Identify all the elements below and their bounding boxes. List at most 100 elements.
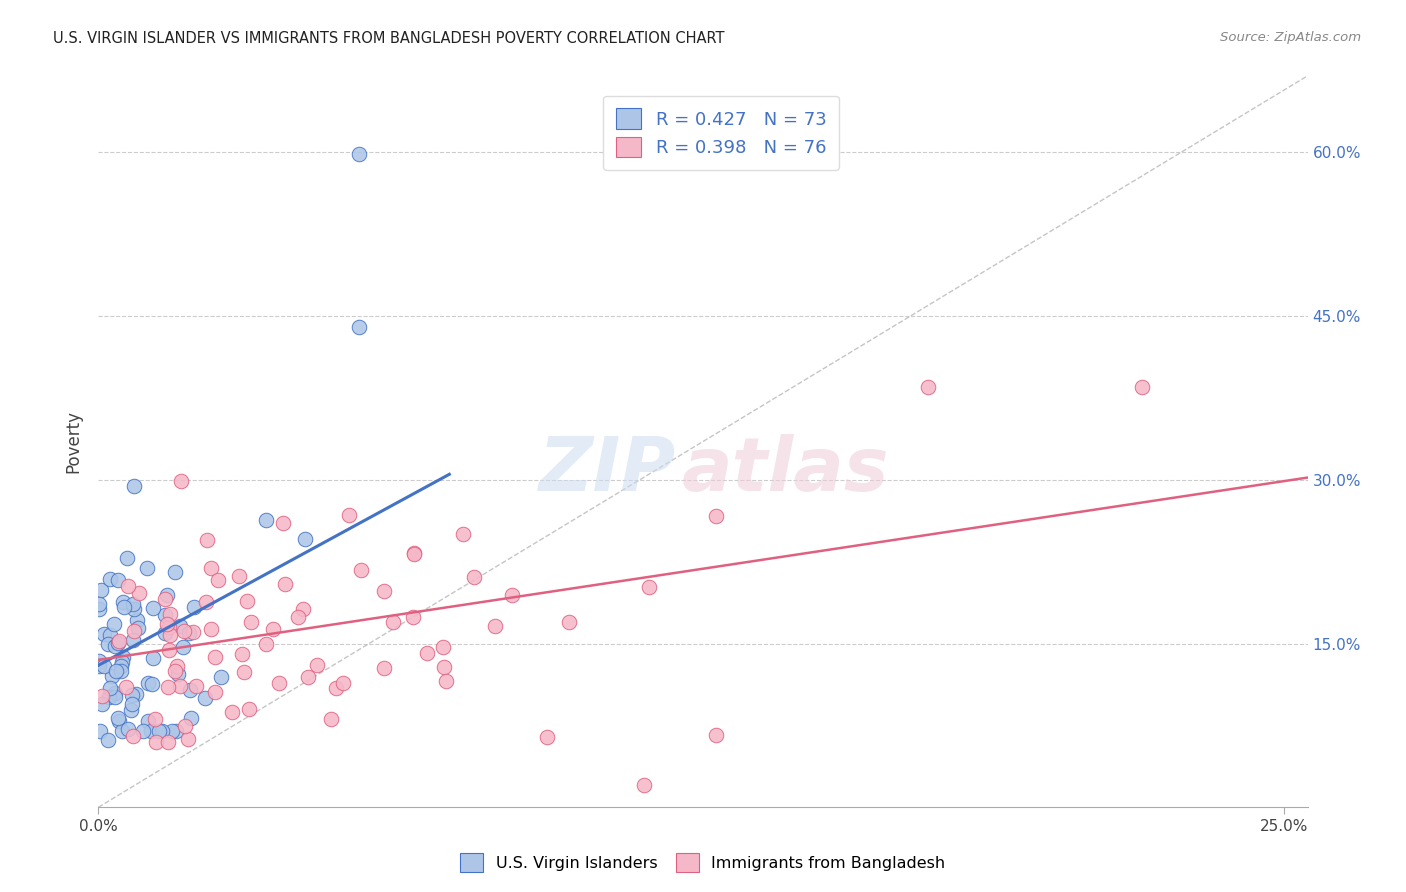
Point — [98, 681, 121, 696]
Point — [111, 595, 134, 609]
Point — [194, 690, 217, 705]
Point — [169, 680, 191, 694]
Point — [402, 610, 425, 624]
Point — [236, 594, 259, 608]
Point — [163, 566, 186, 580]
Point — [159, 607, 181, 622]
Point — [172, 640, 194, 655]
Point — [93, 659, 115, 673]
Point — [536, 730, 558, 744]
Point — [121, 597, 143, 611]
Point — [297, 669, 319, 683]
Point — [124, 602, 146, 616]
Point — [89, 597, 111, 611]
Point — [142, 651, 165, 665]
Point — [145, 735, 167, 749]
Point — [90, 583, 112, 598]
Point — [117, 551, 139, 566]
Point — [287, 610, 309, 624]
Point — [97, 690, 120, 705]
Point — [633, 779, 655, 793]
Point — [89, 654, 111, 668]
Point — [204, 650, 226, 665]
Point — [108, 634, 131, 648]
Point — [319, 712, 342, 726]
Point — [103, 616, 125, 631]
Point — [167, 667, 190, 681]
Point — [637, 580, 659, 594]
Point — [127, 613, 149, 627]
Point — [115, 680, 138, 694]
Point — [404, 545, 426, 559]
Point — [231, 647, 253, 661]
Point — [89, 602, 111, 616]
Point — [120, 704, 142, 718]
Point — [93, 627, 115, 641]
Point — [117, 722, 139, 736]
Point — [159, 643, 181, 657]
Point — [209, 670, 232, 684]
Point — [156, 735, 179, 749]
Point — [232, 665, 254, 679]
Point — [704, 508, 727, 523]
Point — [239, 615, 262, 630]
Point — [98, 628, 121, 642]
Point — [111, 723, 134, 738]
Point — [169, 618, 191, 632]
Point — [381, 615, 404, 629]
Point — [157, 619, 180, 633]
Point — [107, 711, 129, 725]
Point — [451, 527, 474, 541]
Point — [416, 646, 439, 660]
Point — [139, 723, 162, 738]
Point — [121, 697, 143, 711]
Point — [125, 687, 148, 701]
Legend: U.S. Virgin Islanders, Immigrants from Bangladesh: U.S. Virgin Islanders, Immigrants from B… — [453, 845, 953, 880]
Point — [432, 640, 454, 654]
Point — [122, 729, 145, 743]
Point — [122, 624, 145, 639]
Point — [337, 508, 360, 522]
Legend: R = 0.427   N = 73, R = 0.398   N = 76: R = 0.427 N = 73, R = 0.398 N = 76 — [603, 95, 839, 170]
Point — [104, 664, 127, 678]
Point — [402, 547, 425, 561]
Point — [153, 592, 176, 607]
Point — [183, 625, 205, 640]
Point — [228, 569, 250, 583]
Point — [128, 586, 150, 600]
Point — [159, 628, 181, 642]
Point — [117, 579, 139, 593]
Point — [165, 664, 187, 678]
Point — [104, 686, 127, 700]
Point — [91, 689, 114, 703]
Point — [169, 474, 191, 488]
Point — [153, 626, 176, 640]
Point — [274, 577, 297, 591]
Y-axis label: Poverty: Poverty — [65, 410, 83, 473]
Point — [1130, 380, 1153, 394]
Text: ZIP: ZIP — [538, 434, 676, 508]
Point — [557, 615, 579, 629]
Point — [156, 617, 179, 632]
Point — [179, 682, 201, 697]
Point — [271, 516, 294, 530]
Point — [136, 676, 159, 690]
Point — [166, 658, 188, 673]
Point — [200, 561, 222, 575]
Point — [238, 702, 260, 716]
Point — [195, 594, 218, 608]
Point — [463, 569, 485, 583]
Point — [107, 574, 129, 588]
Point — [325, 681, 347, 696]
Point — [291, 602, 314, 616]
Point — [98, 573, 121, 587]
Point — [254, 513, 277, 527]
Point — [156, 588, 179, 602]
Point — [347, 147, 370, 161]
Point — [173, 624, 195, 639]
Point — [153, 608, 176, 623]
Point — [177, 626, 200, 640]
Point — [183, 600, 205, 615]
Point — [91, 697, 114, 711]
Point — [107, 635, 129, 649]
